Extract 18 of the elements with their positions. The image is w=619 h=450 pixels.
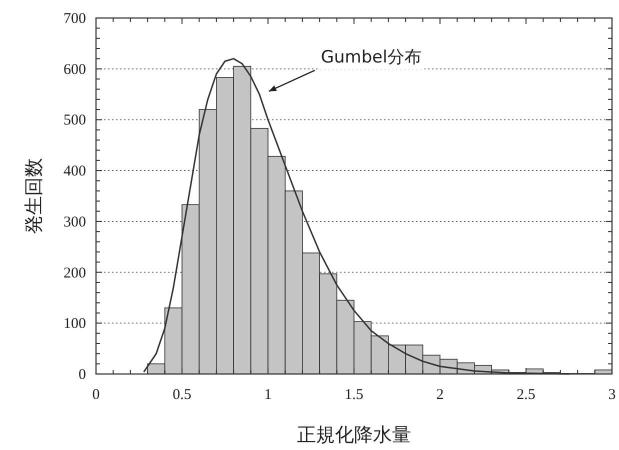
x-tick-label: 2 xyxy=(436,387,444,403)
y-axis-title: 発生回数 xyxy=(23,158,45,234)
y-tick-label: 400 xyxy=(64,164,86,180)
y-tick-label: 500 xyxy=(64,112,86,129)
x-tick-label: 1 xyxy=(264,387,272,403)
x-tick-label: 2.5 xyxy=(516,387,536,403)
x-tick-label: 0 xyxy=(92,387,100,403)
annotation: Gumbel分布 xyxy=(320,47,422,68)
y-tick-label: 0 xyxy=(78,367,86,383)
y-tick-label: 300 xyxy=(64,214,86,230)
y-tick-label: 600 xyxy=(64,62,86,78)
x-tick-label: 1.5 xyxy=(344,387,364,403)
y-tick-label: 100 xyxy=(64,316,86,332)
x-axis-title: 正規化降水量 xyxy=(297,424,411,446)
x-tick-label: 3 xyxy=(608,387,616,403)
x-tick-label: 0.5 xyxy=(172,387,192,403)
y-tick-label: 700 xyxy=(64,11,86,27)
y-tick-label: 200 xyxy=(64,265,86,282)
